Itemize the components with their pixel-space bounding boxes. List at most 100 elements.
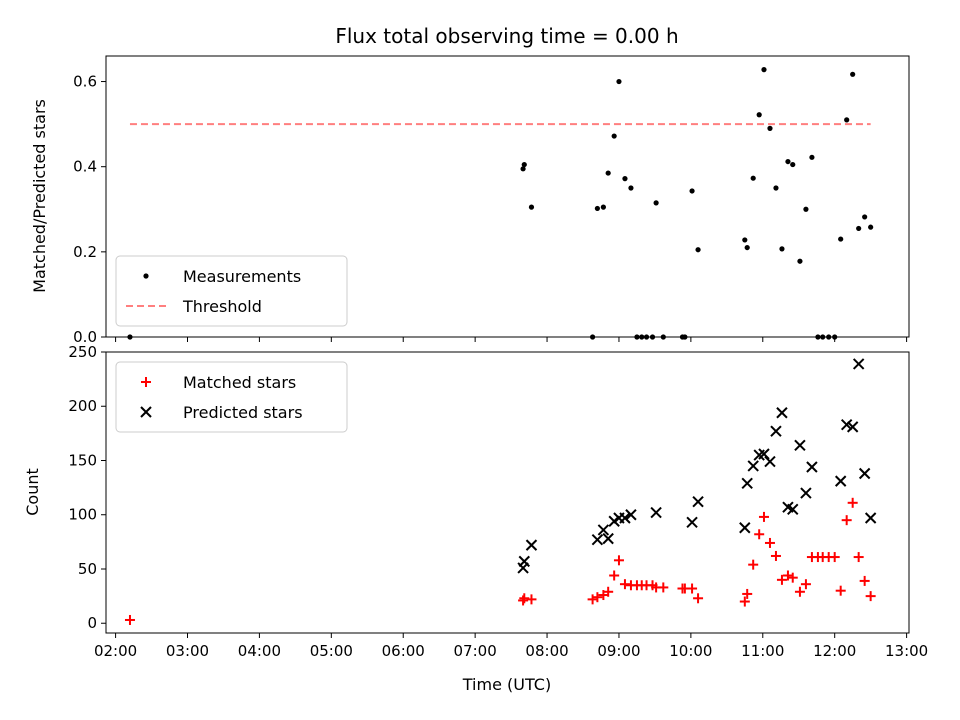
top-measurement-point bbox=[850, 71, 856, 77]
bottom-predicted-stars-point bbox=[776, 407, 788, 419]
bottom-y-tick-label: 0 bbox=[87, 614, 97, 632]
top-measurement-point bbox=[773, 185, 779, 191]
bottom-predicted-stars-point bbox=[739, 522, 751, 534]
top-chart-title: Flux total observing time = 0.00 h bbox=[335, 24, 678, 48]
bottom-matched-stars-point bbox=[764, 537, 775, 548]
bottom-x-tick-label: 09:00 bbox=[597, 642, 640, 660]
top-y-tick-label: 0.0 bbox=[73, 328, 97, 346]
top-measurement-point bbox=[767, 125, 773, 131]
bottom-predicted-stars-point bbox=[852, 358, 865, 370]
bottom-predicted-stars-point bbox=[840, 418, 853, 431]
top-measurement-point bbox=[611, 133, 617, 139]
bottom-matched-stars-point bbox=[587, 594, 598, 605]
bottom-matched-stars-point bbox=[794, 586, 805, 597]
top-measurement-point bbox=[528, 204, 535, 210]
bottom-matched-stars-point bbox=[619, 579, 630, 590]
bottom-x-tick-label: 08:00 bbox=[525, 642, 568, 660]
x-marker-b bbox=[764, 455, 776, 468]
x-marker-b bbox=[800, 487, 812, 499]
bottom-predicted-stars-point bbox=[525, 539, 538, 551]
top-measurement-point bbox=[797, 258, 803, 264]
x-marker-b bbox=[747, 460, 759, 472]
top-legend-entry: Measurements bbox=[143, 267, 301, 286]
bottom-predicted-stars-point bbox=[800, 487, 812, 499]
bottom-predicted-stars-point bbox=[518, 555, 530, 568]
bottom-matched-stars-point bbox=[526, 594, 537, 605]
bottom-matched-stars-point bbox=[782, 570, 793, 581]
bottom-predicted-stars-point bbox=[686, 516, 698, 529]
bottom-matched-stars-point bbox=[776, 574, 787, 585]
top-measurement-point bbox=[761, 67, 767, 73]
bottom-predicted-stars-point bbox=[692, 496, 704, 508]
top-measurement-point bbox=[779, 246, 785, 252]
bottom-predicted-stars-point bbox=[741, 477, 753, 489]
bottom-matched-stars-point bbox=[742, 588, 753, 599]
bottom-matched-stars-point bbox=[847, 497, 858, 508]
top-y-axis: 0.0 0.2 0.4 0.6 bbox=[73, 73, 106, 346]
bottom-panel-frame bbox=[105, 351, 910, 634]
bottom-matched-stars-point bbox=[519, 593, 530, 604]
bottom-matched-stars-point bbox=[841, 515, 852, 526]
x-marker-b bbox=[782, 501, 794, 513]
bottom-predicted-stars-point bbox=[794, 439, 806, 452]
bottom-legend-entry: Predicted stars bbox=[140, 403, 303, 422]
top-measurement-point bbox=[689, 188, 695, 194]
bottom-matched-stars-point bbox=[800, 579, 811, 590]
bottom-predicted-stars-point bbox=[834, 475, 847, 487]
bottom-matched-stars-point bbox=[748, 559, 759, 570]
x-marker-b bbox=[846, 421, 859, 433]
top-x-axis bbox=[115, 337, 908, 342]
top-measurement-point bbox=[695, 247, 701, 253]
bottom-matched-stars-point bbox=[518, 595, 529, 606]
x-marker-b bbox=[806, 461, 818, 473]
top-legend-box bbox=[115, 255, 348, 327]
bottom-predicted-stars-point bbox=[770, 425, 782, 437]
top-measurement-point bbox=[520, 166, 526, 172]
bottom-predicted-stars-point bbox=[619, 512, 631, 524]
x-marker-b bbox=[794, 439, 806, 452]
x-marker-b bbox=[834, 475, 847, 487]
x-marker-b bbox=[686, 516, 698, 529]
bottom-predicted-stars-point bbox=[650, 506, 662, 519]
bottom-matched-stars-point bbox=[770, 550, 781, 561]
bottom-predicted-stars-point bbox=[787, 503, 799, 516]
bottom-y-axis-label: Count bbox=[23, 468, 42, 516]
bottom-matched-stars-point bbox=[739, 596, 750, 607]
bottom-matched-stars-point bbox=[829, 552, 840, 563]
top-measurement-point bbox=[790, 161, 796, 168]
x-marker-b bbox=[597, 524, 610, 536]
top-measurement-point bbox=[594, 205, 600, 212]
x-marker-b bbox=[692, 496, 704, 508]
top-panel-frame bbox=[105, 55, 910, 338]
x-marker-b bbox=[776, 407, 788, 419]
top-y-axis-label: Matched/Predicted stars bbox=[30, 99, 49, 293]
top-measurement-point bbox=[521, 161, 527, 168]
bottom-y-tick-label: 50 bbox=[78, 560, 97, 578]
bottom-x-tick-label: 06:00 bbox=[382, 642, 425, 660]
top-measurement-point bbox=[844, 117, 850, 123]
bottom-x-tick-label: 07:00 bbox=[454, 642, 497, 660]
bottom-y-tick-label: 100 bbox=[68, 506, 97, 524]
top-measurement-point bbox=[622, 176, 628, 182]
top-measurement-point bbox=[868, 224, 874, 230]
bottom-y-tick-label: 200 bbox=[68, 397, 97, 415]
bottom-matched-stars-point bbox=[865, 591, 876, 602]
bottom-y-tick-label: 150 bbox=[68, 451, 97, 469]
bottom-matched-stars-point bbox=[835, 585, 846, 596]
x-marker-b bbox=[852, 358, 865, 370]
top-measurement-point bbox=[838, 236, 844, 242]
x-marker-b bbox=[858, 467, 871, 480]
bottom-matched-stars-point bbox=[859, 575, 870, 586]
bottom-matched-stars-point bbox=[609, 570, 620, 581]
bottom-x-tick-label: 02:00 bbox=[94, 642, 137, 660]
top-measurement-point bbox=[628, 185, 634, 191]
top-y-tick-label: 0.2 bbox=[73, 243, 97, 261]
legend-measurement-swatch bbox=[143, 273, 149, 279]
x-marker-b bbox=[840, 418, 853, 431]
top-measurement-point bbox=[756, 112, 762, 118]
bottom-matched-stars-point bbox=[758, 511, 769, 522]
top-legend: Measurements Threshold bbox=[115, 255, 348, 327]
bottom-legend: Matched stars Predicted stars bbox=[115, 361, 348, 433]
bottom-y-tick-label: 250 bbox=[68, 343, 97, 361]
